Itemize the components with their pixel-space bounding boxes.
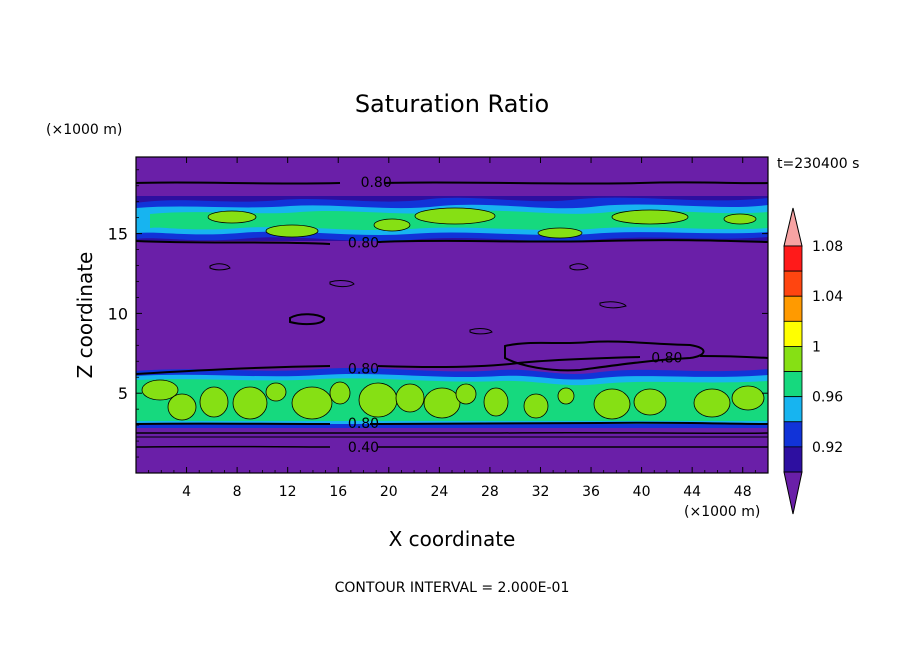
colorbar-label: 0.96 bbox=[812, 390, 843, 406]
lower-cell bbox=[199, 386, 229, 418]
x-tick-label: 32 bbox=[532, 484, 550, 500]
lower-moist-layer bbox=[136, 368, 768, 428]
contour-label: 0.80 bbox=[348, 416, 379, 432]
y-unit-label: (×1000 m) bbox=[46, 122, 122, 138]
contour-island bbox=[209, 263, 231, 271]
x-tick-label: 28 bbox=[481, 484, 499, 500]
colorbar-swatch bbox=[783, 320, 803, 347]
lower-cell bbox=[329, 381, 351, 405]
lower-cell bbox=[731, 385, 765, 411]
lower-cell bbox=[395, 383, 425, 413]
colorbar-top-arrow bbox=[783, 207, 803, 247]
lower-cell bbox=[265, 382, 287, 402]
colorbar-swatch bbox=[783, 421, 803, 448]
colorbar-swatch bbox=[783, 295, 803, 322]
lower-cell bbox=[141, 379, 179, 401]
x-tick-label: 44 bbox=[683, 484, 701, 500]
lower-cell bbox=[358, 382, 398, 418]
contour-line bbox=[136, 421, 768, 425]
upper-patch bbox=[611, 209, 689, 225]
x-tick-label: 48 bbox=[734, 484, 752, 500]
contour-label: 0.80 bbox=[651, 350, 682, 366]
x-axis-label: X coordinate bbox=[389, 527, 516, 551]
colorbar-swatch bbox=[783, 270, 803, 297]
upper-patch bbox=[414, 207, 496, 225]
contour-line bbox=[136, 355, 768, 375]
colorbar-swatch bbox=[783, 245, 803, 272]
contour-label: 0.80 bbox=[348, 362, 379, 378]
lower-cell bbox=[455, 383, 477, 405]
colorbar-swatch bbox=[783, 371, 803, 398]
y-axis: 5 10 15 bbox=[108, 169, 768, 458]
contour-interval-footer: CONTOUR INTERVAL = 2.000E-01 bbox=[335, 580, 570, 596]
contour-line bbox=[136, 431, 768, 435]
x-tick-label: 4 bbox=[182, 484, 191, 500]
lower-cell bbox=[633, 388, 667, 416]
lower-cell bbox=[523, 393, 549, 419]
contour-line bbox=[136, 436, 768, 438]
x-axis: 4 8 12 16 20 24 28 32 36 40 44 48 bbox=[148, 157, 756, 500]
x-tick-label: 20 bbox=[380, 484, 398, 500]
y-axis-label: Z coordinate bbox=[73, 252, 97, 379]
contour-line bbox=[136, 181, 768, 185]
contour-island bbox=[569, 263, 589, 271]
lower-cell bbox=[232, 386, 268, 420]
lower-cell bbox=[291, 386, 333, 420]
contour-island bbox=[469, 328, 493, 335]
colorbar-label: 1 bbox=[812, 339, 821, 355]
contour-label: 0.80 bbox=[361, 175, 392, 191]
x-tick-label: 16 bbox=[329, 484, 347, 500]
contour-line bbox=[136, 239, 768, 245]
upper-moist-layer bbox=[136, 196, 768, 242]
plot-area: 0.80 0.80 0.80 0.80 0.40 0.80 bbox=[136, 157, 768, 473]
lower-cloud-cells bbox=[141, 379, 765, 421]
lower-cell bbox=[483, 387, 509, 417]
contour-lines bbox=[136, 181, 768, 448]
colorbar-swatch bbox=[783, 396, 803, 423]
contour-label: 0.40 bbox=[348, 440, 379, 456]
colorbar-swatch bbox=[783, 346, 803, 372]
colorbar-label: 1.04 bbox=[812, 289, 843, 305]
x-tick-label: 36 bbox=[582, 484, 600, 500]
y-tick-label: 5 bbox=[118, 384, 128, 403]
x-tick-label: 12 bbox=[279, 484, 297, 500]
colorbar: 0.92 0.96 1 1.04 1.08 bbox=[783, 207, 843, 515]
upper-patch bbox=[373, 218, 411, 232]
chart-title: Saturation Ratio bbox=[355, 90, 549, 118]
colorbar-bottom-arrow bbox=[783, 471, 803, 515]
contour-label: 0.80 bbox=[348, 236, 379, 252]
colorbar-label: 1.08 bbox=[812, 239, 843, 255]
contour-island bbox=[599, 301, 627, 309]
x-unit-label: (×1000 m) bbox=[684, 504, 760, 520]
contour-island bbox=[329, 280, 355, 288]
contour-island bbox=[504, 340, 705, 372]
colorbar-swatch bbox=[783, 446, 803, 473]
x-tick-label: 8 bbox=[233, 484, 242, 500]
x-tick-label: 24 bbox=[430, 484, 448, 500]
lower-cell bbox=[693, 388, 731, 418]
colorbar-label: 0.92 bbox=[812, 440, 843, 456]
upper-patch bbox=[207, 210, 257, 224]
y-tick-label: 10 bbox=[108, 304, 128, 323]
lower-cell bbox=[557, 387, 575, 405]
upper-patch bbox=[265, 224, 319, 238]
x-tick-label: 40 bbox=[633, 484, 651, 500]
time-label: t=230400 s bbox=[777, 156, 859, 172]
lower-cell bbox=[423, 387, 461, 419]
lower-cell bbox=[167, 393, 197, 421]
contour-island bbox=[289, 313, 325, 326]
lower-cell bbox=[593, 388, 631, 420]
upper-patch bbox=[537, 227, 583, 239]
y-tick-label: 15 bbox=[108, 225, 128, 244]
upper-patch bbox=[723, 213, 757, 225]
